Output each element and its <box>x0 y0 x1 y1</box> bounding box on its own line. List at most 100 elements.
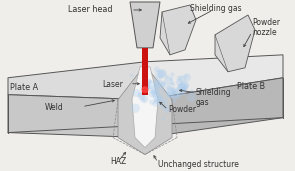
Circle shape <box>148 79 152 83</box>
Circle shape <box>183 73 191 81</box>
Circle shape <box>177 76 182 81</box>
Circle shape <box>180 87 187 95</box>
Circle shape <box>142 81 148 87</box>
Circle shape <box>140 95 148 103</box>
Circle shape <box>140 85 147 91</box>
Polygon shape <box>145 78 283 138</box>
Text: HAZ: HAZ <box>110 156 126 166</box>
Circle shape <box>147 80 156 89</box>
Text: Shielding
gas: Shielding gas <box>196 88 232 107</box>
Circle shape <box>146 67 149 70</box>
Circle shape <box>169 77 173 81</box>
Circle shape <box>155 69 164 78</box>
Text: Laser: Laser <box>102 80 123 89</box>
Circle shape <box>167 91 170 95</box>
Text: Shielding gas: Shielding gas <box>190 4 242 13</box>
Circle shape <box>161 102 169 110</box>
Circle shape <box>176 79 183 86</box>
Polygon shape <box>118 65 172 155</box>
Polygon shape <box>132 67 158 148</box>
Circle shape <box>154 80 160 86</box>
Circle shape <box>187 93 196 102</box>
Circle shape <box>190 89 194 94</box>
Circle shape <box>159 103 163 107</box>
Circle shape <box>182 84 188 90</box>
Circle shape <box>172 83 175 86</box>
Circle shape <box>173 91 176 94</box>
Text: Powder
nozzle: Powder nozzle <box>252 18 280 37</box>
Circle shape <box>171 87 178 95</box>
Circle shape <box>142 86 148 93</box>
Circle shape <box>151 88 161 98</box>
Circle shape <box>166 85 171 90</box>
Circle shape <box>180 81 189 90</box>
Circle shape <box>144 90 148 93</box>
Text: Powder: Powder <box>168 105 196 114</box>
Circle shape <box>165 86 175 96</box>
Circle shape <box>179 81 189 90</box>
Circle shape <box>164 77 173 85</box>
Circle shape <box>154 83 160 89</box>
Circle shape <box>153 92 162 101</box>
Circle shape <box>131 104 140 113</box>
Circle shape <box>145 79 152 86</box>
Polygon shape <box>215 15 255 72</box>
Circle shape <box>130 74 133 77</box>
Circle shape <box>150 85 159 95</box>
Circle shape <box>177 83 186 92</box>
Circle shape <box>171 91 178 98</box>
Circle shape <box>154 66 160 72</box>
Circle shape <box>155 76 161 82</box>
Circle shape <box>138 93 146 100</box>
Polygon shape <box>145 55 283 100</box>
Circle shape <box>165 75 169 79</box>
Circle shape <box>176 86 186 96</box>
Circle shape <box>160 81 166 86</box>
Circle shape <box>185 75 188 78</box>
Circle shape <box>177 83 186 92</box>
Circle shape <box>145 85 151 90</box>
Circle shape <box>171 89 175 93</box>
Circle shape <box>141 80 150 90</box>
Text: Weld: Weld <box>45 103 64 112</box>
Polygon shape <box>130 2 160 48</box>
Circle shape <box>149 90 156 98</box>
Circle shape <box>172 99 176 103</box>
Circle shape <box>154 95 163 104</box>
Circle shape <box>158 70 166 78</box>
Circle shape <box>161 117 165 120</box>
Circle shape <box>145 84 150 89</box>
Circle shape <box>171 90 180 100</box>
Circle shape <box>153 89 158 94</box>
Text: Plate B: Plate B <box>237 82 265 91</box>
Circle shape <box>167 89 171 93</box>
Polygon shape <box>160 5 196 55</box>
Polygon shape <box>8 62 145 100</box>
Circle shape <box>162 90 165 94</box>
Circle shape <box>170 82 174 86</box>
Circle shape <box>163 98 168 103</box>
Circle shape <box>142 98 146 102</box>
Circle shape <box>170 87 173 91</box>
Circle shape <box>170 73 175 77</box>
Circle shape <box>132 89 141 97</box>
Text: Laser head: Laser head <box>68 5 112 14</box>
Circle shape <box>165 93 171 98</box>
Circle shape <box>155 80 164 89</box>
Circle shape <box>149 99 155 105</box>
Circle shape <box>168 92 174 99</box>
Circle shape <box>137 91 144 98</box>
Circle shape <box>158 82 166 90</box>
Circle shape <box>156 96 165 105</box>
Circle shape <box>178 75 186 82</box>
Circle shape <box>177 94 181 98</box>
Polygon shape <box>8 95 145 138</box>
Circle shape <box>168 94 171 97</box>
Circle shape <box>142 77 148 82</box>
Circle shape <box>164 107 170 113</box>
Polygon shape <box>142 48 148 95</box>
Circle shape <box>158 69 167 78</box>
Text: Plate A: Plate A <box>10 83 38 92</box>
Circle shape <box>154 99 158 102</box>
Text: Unchanged structure: Unchanged structure <box>158 160 239 168</box>
